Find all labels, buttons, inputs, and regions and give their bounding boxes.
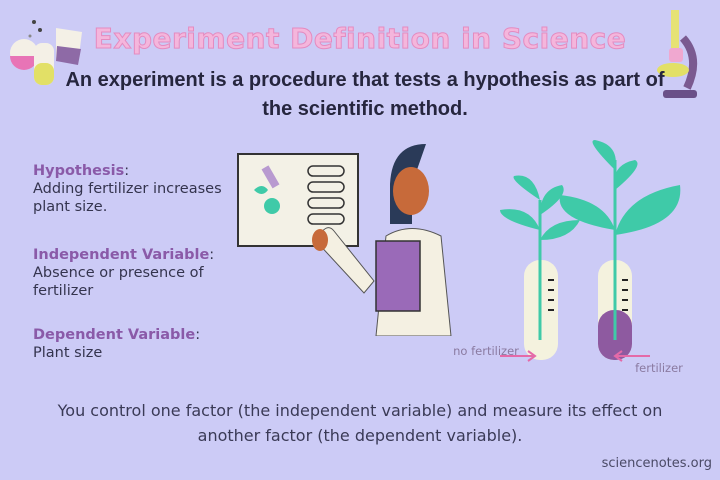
definition-independent-variable: Independent Variable: Absence or presenc…	[33, 247, 215, 299]
definition-dependent-variable: Dependent Variable: Plant size	[33, 327, 201, 361]
plant-test-tubes	[500, 140, 681, 360]
lab-flasks-icon	[10, 20, 82, 85]
arrow-icon	[613, 350, 650, 362]
term: Independent Variable	[33, 247, 210, 263]
source-credit: sciencenotes.org	[601, 456, 712, 471]
definition-hypothesis: Hypothesis: Adding fertilizer increases …	[33, 163, 222, 215]
arrow-icon	[500, 350, 537, 362]
tube-label-fertilizer: fertilizer	[635, 361, 683, 375]
microscope-icon	[657, 10, 697, 98]
definition-text: Adding fertilizer increases plant size.	[33, 181, 222, 215]
term: Dependent Variable	[33, 327, 196, 343]
summary-text: You control one factor (the independent …	[57, 401, 663, 445]
term: Hypothesis	[33, 163, 125, 179]
subtitle: An experiment is a procedure that tests …	[65, 69, 665, 120]
definition-text: Absence or presence of fertilizer	[33, 265, 204, 299]
tube-label-no-fertilizer: no fertilizer	[453, 344, 519, 358]
scientist-with-board	[237, 144, 452, 336]
page-title: Experiment Definition in Science	[93, 22, 627, 56]
definition-text: Plant size	[33, 345, 103, 361]
